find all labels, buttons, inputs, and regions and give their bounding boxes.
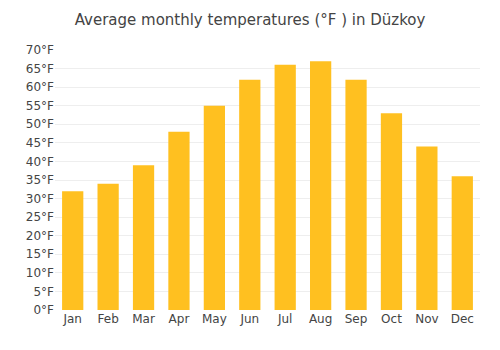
svg-text:Aug: Aug [309, 312, 332, 326]
svg-text:Jul: Jul [277, 312, 292, 326]
svg-text:60°F: 60°F [26, 80, 54, 94]
svg-text:Feb: Feb [98, 312, 119, 326]
svg-text:55°F: 55°F [26, 99, 54, 113]
svg-text:Nov: Nov [415, 312, 438, 326]
svg-text:0°F: 0°F [33, 303, 54, 317]
svg-text:25°F: 25°F [26, 210, 54, 224]
svg-text:20°F: 20°F [26, 229, 54, 243]
svg-text:40°F: 40°F [26, 155, 54, 169]
svg-text:Dec: Dec [451, 312, 474, 326]
svg-text:10°F: 10°F [26, 266, 54, 280]
svg-text:30°F: 30°F [26, 192, 54, 206]
svg-text:65°F: 65°F [26, 62, 54, 76]
svg-text:45°F: 45°F [26, 136, 54, 150]
svg-text:15°F: 15°F [26, 247, 54, 261]
svg-text:Jun: Jun [239, 312, 259, 326]
svg-text:Jan: Jan [62, 312, 82, 326]
svg-text:Average monthly temperatures (: Average monthly temperatures (°F ) in Dü… [75, 11, 426, 29]
svg-text:70°F: 70°F [26, 43, 54, 57]
svg-text:Mar: Mar [132, 312, 155, 326]
svg-text:Sep: Sep [345, 312, 368, 326]
svg-text:May: May [202, 312, 227, 326]
svg-text:5°F: 5°F [33, 285, 54, 299]
svg-text:Apr: Apr [169, 312, 190, 326]
svg-text:Oct: Oct [381, 312, 402, 326]
svg-text:50°F: 50°F [26, 117, 54, 131]
svg-text:35°F: 35°F [26, 173, 54, 187]
